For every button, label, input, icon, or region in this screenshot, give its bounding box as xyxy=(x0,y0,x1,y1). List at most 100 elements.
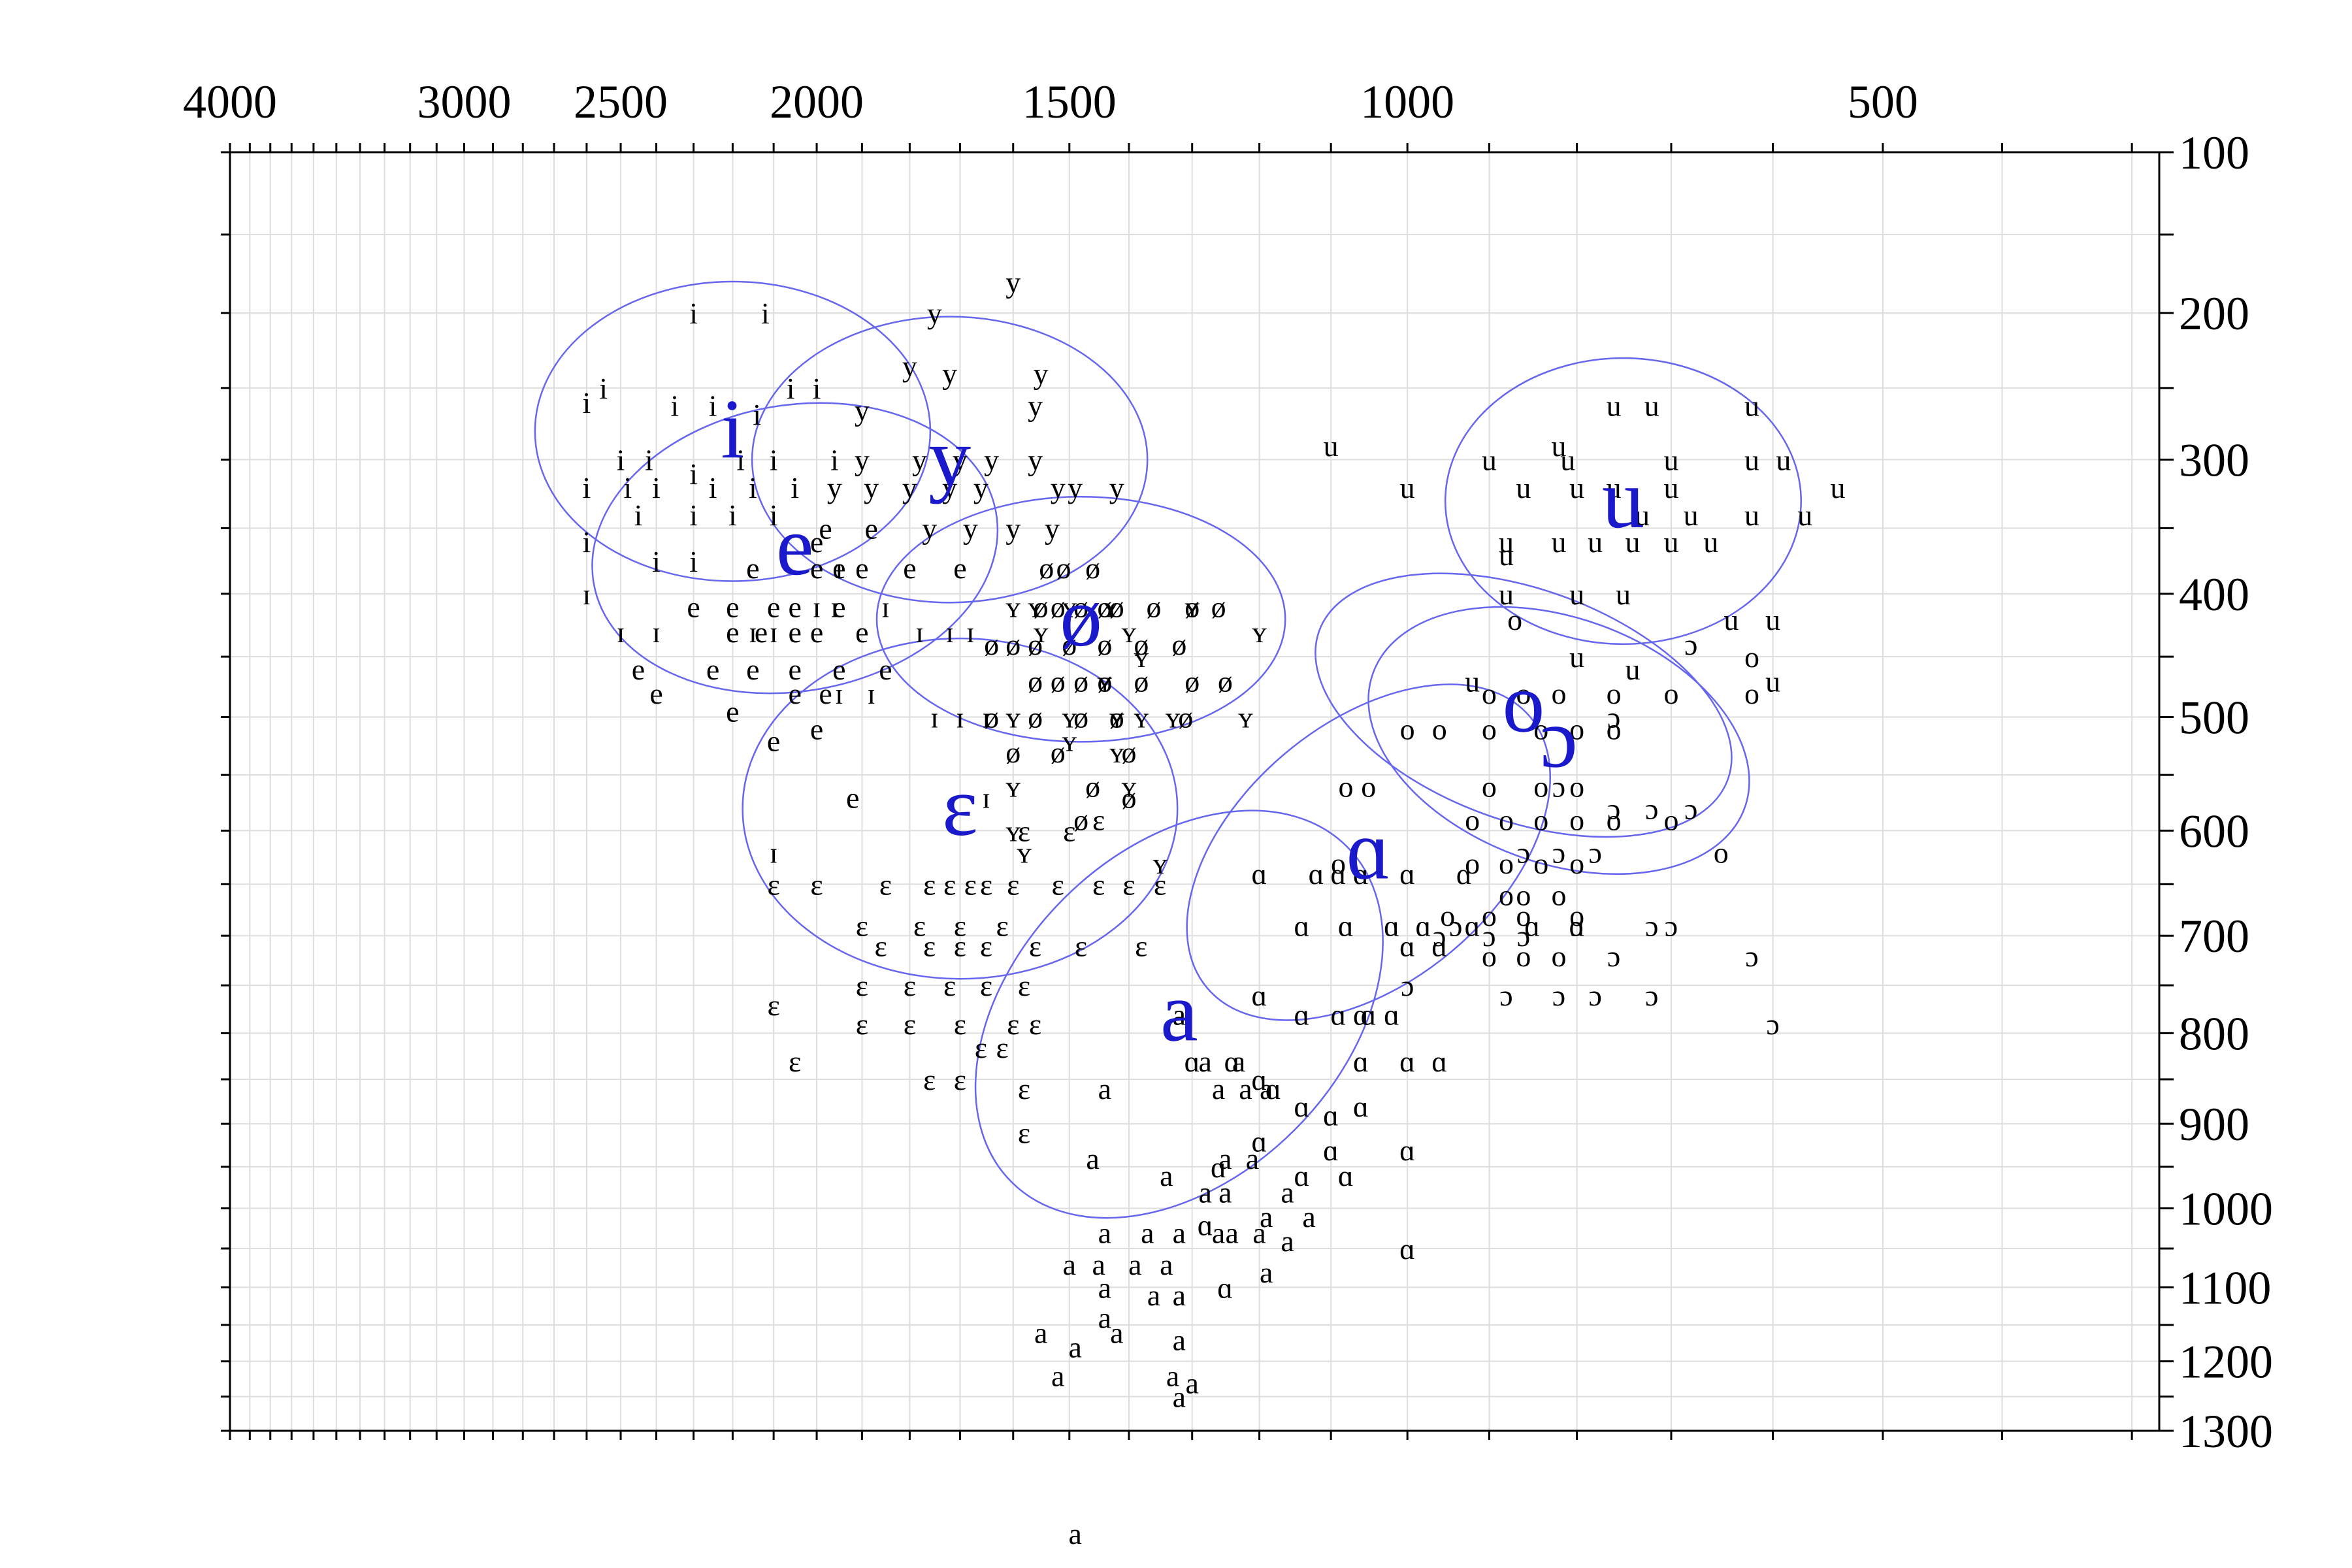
point-o: o xyxy=(1499,878,1514,911)
point-o: o xyxy=(1432,712,1447,745)
centroid-label-ɔ: ɔ xyxy=(1540,691,1578,785)
point-i: i xyxy=(634,498,643,532)
point-i: i xyxy=(736,443,745,476)
point-ʏ: ʏ xyxy=(1152,847,1168,880)
point-ɔ: ɔ xyxy=(1552,770,1565,803)
point-e: e xyxy=(846,781,859,815)
point-ɛ: ɛ xyxy=(874,930,887,963)
point-ɔ: ɔ xyxy=(1684,628,1697,661)
point-u: u xyxy=(1616,578,1631,611)
point-ɛ: ɛ xyxy=(767,868,779,901)
point-ɛ: ɛ xyxy=(943,969,956,1002)
point-i: i xyxy=(599,372,608,405)
point-a: a xyxy=(1199,1175,1212,1209)
point-a: a xyxy=(1098,1301,1111,1335)
point-o: o xyxy=(1551,878,1566,911)
ellipse-ɔ xyxy=(1367,606,1750,875)
point-u: u xyxy=(1765,665,1780,698)
point-i: i xyxy=(623,471,632,504)
point-ɑ: ɑ xyxy=(1309,857,1324,890)
point-o: o xyxy=(1516,899,1531,932)
point-a: a xyxy=(1260,1072,1273,1105)
point-ɛ: ɛ xyxy=(1092,868,1105,901)
point-y: y xyxy=(1005,266,1021,299)
point-ɑ: ɑ xyxy=(1323,1099,1339,1132)
point-ø: ø xyxy=(1109,590,1124,623)
point-i: i xyxy=(583,525,591,559)
point-ʏ: ʏ xyxy=(1034,615,1049,649)
y-tick-label: 200 xyxy=(2179,287,2249,340)
point-ɑ: ɑ xyxy=(1399,1045,1415,1078)
point-y: y xyxy=(953,443,968,476)
point-e: e xyxy=(903,551,916,585)
point-ɛ: ɛ xyxy=(1154,868,1166,901)
point-ɪ: ɪ xyxy=(966,615,975,649)
point-u: u xyxy=(1516,471,1531,504)
point-ø: ø xyxy=(1051,736,1066,769)
point-ɛ: ɛ xyxy=(1092,804,1105,837)
point-o: o xyxy=(1482,770,1497,803)
y-tick-label: 600 xyxy=(2179,805,2249,857)
point-i: i xyxy=(652,471,661,504)
point-e: e xyxy=(819,677,832,710)
point-ɪ: ɪ xyxy=(982,700,990,734)
point-ɔ: ɔ xyxy=(1607,792,1620,826)
point-e: e xyxy=(788,653,801,686)
point-o: o xyxy=(1533,770,1548,803)
point-a: a xyxy=(1141,1217,1154,1250)
point-ø: ø xyxy=(1005,628,1021,661)
point-ɑ: ɑ xyxy=(1338,909,1354,943)
point-ʏ: ʏ xyxy=(1166,700,1181,734)
point-ɑ: ɑ xyxy=(1294,1159,1309,1192)
point-ø: ø xyxy=(1005,736,1021,769)
y-tick-label: 400 xyxy=(2179,568,2249,621)
point-ɔ: ɔ xyxy=(1401,969,1414,1002)
point-a: a xyxy=(1302,1200,1315,1233)
point-u: u xyxy=(1400,471,1415,504)
point-a: a xyxy=(1281,1175,1294,1209)
point-a: a xyxy=(1098,1072,1111,1105)
point-ʏ: ʏ xyxy=(1238,700,1253,734)
point-ɑ: ɑ xyxy=(1252,979,1267,1012)
point-ɔ: ɔ xyxy=(1552,979,1565,1012)
point-o: o xyxy=(1744,677,1759,710)
point-u: u xyxy=(1569,640,1584,674)
point-ɛ: ɛ xyxy=(954,930,966,963)
point-ɛ: ɛ xyxy=(789,1045,801,1078)
point-ø: ø xyxy=(1085,551,1100,585)
point-a: a xyxy=(1034,1316,1047,1349)
point-ɔ: ɔ xyxy=(1433,919,1446,953)
point-ɑ: ɑ xyxy=(1330,857,1346,890)
point-ɛ: ɛ xyxy=(904,1007,916,1041)
point-e: e xyxy=(788,677,801,710)
point-ɔ: ɔ xyxy=(1645,909,1658,943)
point-y: y xyxy=(927,297,942,330)
point-ɛ: ɛ xyxy=(1029,1007,1041,1041)
point-ø: ø xyxy=(1178,700,1193,734)
point-ɛ: ɛ xyxy=(943,868,956,901)
point-a: a xyxy=(1252,1217,1266,1250)
point-ɔ: ɔ xyxy=(1517,919,1530,953)
point-ɑ: ɑ xyxy=(1294,1090,1309,1123)
point-ɛ: ɛ xyxy=(1063,814,1075,847)
point-u: u xyxy=(1744,498,1759,532)
point-ɪ: ɪ xyxy=(652,615,661,649)
point-y: y xyxy=(963,512,978,545)
point-ɑ: ɑ xyxy=(1399,1232,1415,1266)
point-ɔ: ɔ xyxy=(1499,979,1512,1012)
point-ø: ø xyxy=(1097,665,1112,698)
x-tick-label: 3000 xyxy=(417,76,511,128)
ellipse-i xyxy=(534,280,932,582)
point-y: y xyxy=(902,350,917,383)
x-tick-label: 1500 xyxy=(1022,76,1117,128)
point-u: u xyxy=(1324,429,1339,463)
point-ɛ: ɛ xyxy=(1018,1072,1030,1105)
point-ø: ø xyxy=(1211,590,1226,623)
point-ɑ: ɑ xyxy=(1252,857,1267,890)
point-a: a xyxy=(1051,1359,1064,1392)
point-ɑ: ɑ xyxy=(1416,909,1431,943)
point-o: o xyxy=(1714,836,1729,870)
centroid-label-ɛ: ɛ xyxy=(942,760,978,854)
point-o: o xyxy=(1533,847,1548,880)
point-a: a xyxy=(1160,1248,1173,1281)
